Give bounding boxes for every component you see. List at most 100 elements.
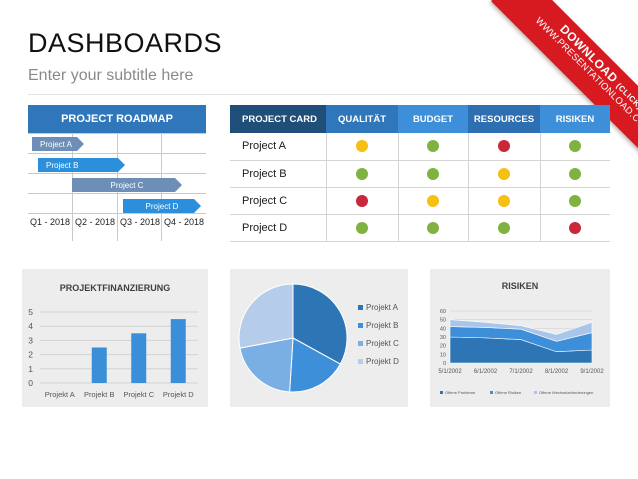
pie-slice <box>289 337 342 393</box>
status-dot <box>356 221 368 234</box>
legend-label: Projekt B <box>366 321 398 330</box>
x-tick-label: Projekt B <box>84 390 114 399</box>
roadmap-title: PROJECT ROADMAP <box>28 105 206 133</box>
roadmap-bar-project-c[interactable]: Project C <box>72 178 182 192</box>
pie-slice <box>292 283 348 365</box>
x-tick-label: 8/1/2002 <box>545 369 569 375</box>
status-dot <box>498 221 510 234</box>
status-cell <box>398 160 469 188</box>
bar <box>131 333 147 383</box>
chart-title: RISIKEN <box>502 281 539 291</box>
status-dot <box>569 221 582 234</box>
funding-chart-panel: PROJEKTFINANZIERUNG 0 1 2 3 4 5 Projekt A Projek… <box>22 269 208 407</box>
legend-label: Projekt C <box>366 339 399 348</box>
table-row: Project C <box>230 187 610 215</box>
legend-label: Projekt A <box>366 303 399 312</box>
title-divider <box>28 94 610 95</box>
page-subtitle: Enter your subtitle here <box>28 67 194 84</box>
status-cell <box>540 160 610 188</box>
quarter-label: Q1 - 2018 <box>29 217 71 227</box>
y-tick-label: 10 <box>440 352 446 358</box>
legend-swatch <box>358 305 363 310</box>
y-tick-label: 3 <box>28 335 33 345</box>
legend-swatch <box>358 341 363 346</box>
status-dot <box>427 167 439 180</box>
legend-swatch <box>534 391 537 394</box>
y-tick-label: 20 <box>440 344 446 350</box>
column-header: PROJECT CARD <box>230 105 326 133</box>
table-row: Project D <box>230 214 610 242</box>
y-tick-label: 5 <box>28 307 33 317</box>
y-tick-label: 0 <box>28 378 33 388</box>
status-dot <box>498 167 510 180</box>
quarter-label: Q3 - 2018 <box>119 217 161 227</box>
legend-swatch <box>440 391 443 394</box>
status-cell <box>326 133 399 161</box>
project-card-table: PROJECT CARD QUALITÄT BUDGET RESOURCES R… <box>230 105 610 242</box>
x-tick-label: Projekt C <box>123 390 154 399</box>
status-cell <box>540 187 610 215</box>
project-roadmap: PROJECT ROADMAP Project A Project B Proj… <box>28 105 206 241</box>
status-dot <box>569 167 582 180</box>
x-tick-label: 5/1/2002 <box>438 369 462 375</box>
x-tick-label: Projekt D <box>163 390 194 399</box>
legend-label: Offene Wechselanforderungen <box>539 390 593 395</box>
pie-slice <box>239 337 294 393</box>
status-dot <box>356 140 368 153</box>
x-tick-label: 6/1/2002 <box>474 369 498 375</box>
y-tick-label: 60 <box>440 309 446 315</box>
status-cell <box>326 187 399 215</box>
status-dot <box>427 221 439 234</box>
legend-label: Offene Probleme <box>445 390 476 395</box>
y-tick-label: 30 <box>440 335 446 341</box>
x-tick-label: Projekt A <box>45 390 75 399</box>
roadmap-bar-project-d[interactable]: Project D <box>123 199 201 213</box>
status-dot <box>569 194 582 207</box>
bar <box>91 347 107 383</box>
status-dot <box>498 194 510 207</box>
y-tick-label: 2 <box>28 350 33 360</box>
y-tick-label: 0 <box>443 361 446 367</box>
quarter-label: Q4 - 2018 <box>163 217 205 227</box>
status-cell <box>468 187 541 215</box>
status-cell <box>468 160 541 188</box>
area-series <box>449 319 593 342</box>
table-header-row: PROJECT CARD QUALITÄT BUDGET RESOURCES R… <box>230 105 610 133</box>
status-dot <box>498 140 510 153</box>
legend-label: Offene Risiken <box>495 390 521 395</box>
status-cell <box>468 214 541 242</box>
roadmap-bar-project-b[interactable]: Project B <box>38 158 125 172</box>
status-dot <box>356 167 368 180</box>
y-tick-label: 1 <box>28 364 33 374</box>
risk-area-chart: RISIKEN 0 10 20 30 40 50 60 5/1/2002 6/1/2002 7/1/… <box>438 281 604 395</box>
y-tick-label: 40 <box>440 326 446 332</box>
y-tick-label: 50 <box>440 318 446 324</box>
status-cell <box>326 160 399 188</box>
quarter-label: Q2 - 2018 <box>74 217 116 227</box>
status-cell <box>398 133 469 161</box>
bar <box>170 319 186 383</box>
funding-bar-chart: PROJEKTFINANZIERUNG 0 1 2 3 4 5 Projekt A Projek… <box>28 283 198 399</box>
page-title: DASHBOARDS <box>28 28 223 58</box>
project-name-cell: Project C <box>230 187 327 215</box>
roadmap-grid: Project A Project B Project C Project D … <box>28 133 206 241</box>
table-row: Project A <box>230 133 610 161</box>
pie-chart-panel: Projekt A Projekt B Projekt C Projekt D <box>230 269 408 407</box>
legend-swatch <box>358 323 363 328</box>
column-header: RISIKEN <box>540 105 610 133</box>
column-header: BUDGET <box>398 105 468 133</box>
status-cell <box>398 214 469 242</box>
legend-label: Projekt D <box>366 357 399 366</box>
project-name-cell: Project D <box>230 214 327 242</box>
chart-title: PROJEKTFINANZIERUNG <box>60 283 171 293</box>
legend-swatch <box>358 359 363 364</box>
status-dot <box>356 194 368 207</box>
roadmap-bar-project-a[interactable]: Project A <box>32 137 84 151</box>
y-tick-label: 4 <box>28 321 33 331</box>
status-cell <box>468 133 541 161</box>
risk-chart-panel: RISIKEN 0 10 20 30 40 50 60 5/1/2002 6/1/2002 7/1/… <box>430 269 610 407</box>
column-header: QUALITÄT <box>326 105 398 133</box>
project-pie-chart: Projekt A Projekt B Projekt C Projekt D <box>238 283 399 393</box>
status-cell <box>326 214 399 242</box>
status-dot <box>427 194 439 207</box>
